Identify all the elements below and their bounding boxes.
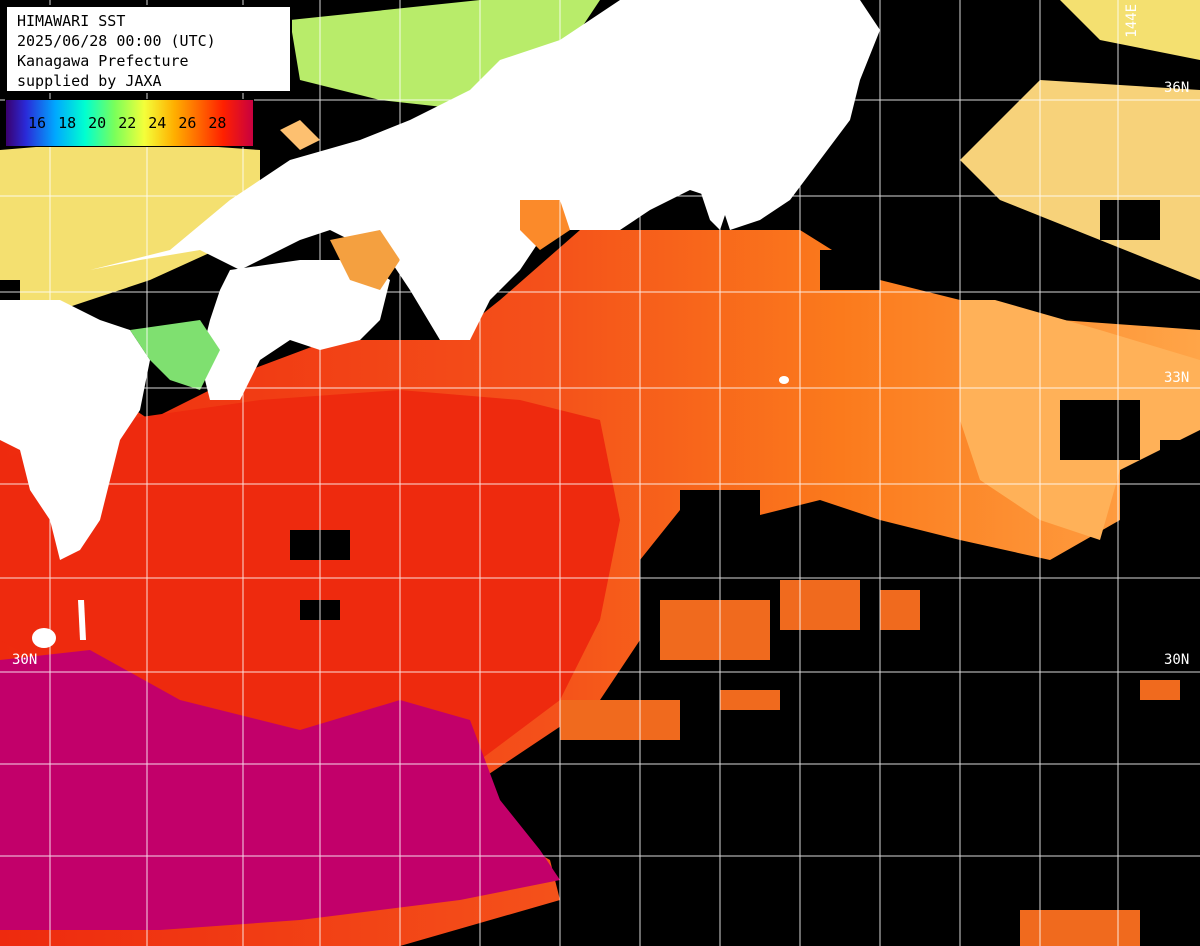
- coastal-waters: [130, 120, 570, 390]
- lon-label-144: 144E: [1124, 4, 1140, 38]
- map-title: HIMAWARI SST: [17, 12, 126, 30]
- lat-label-30-right: 30N: [1164, 652, 1190, 668]
- map-credit: supplied by JAXA: [17, 72, 162, 90]
- legend-tick: 24: [148, 114, 167, 132]
- sst-region-warm-pool: [0, 650, 560, 930]
- legend-tick: 20: [88, 114, 107, 132]
- legend-tick: 18: [58, 114, 77, 132]
- lat-label-33: 33N: [1164, 370, 1190, 386]
- info-box: HIMAWARI SST 2025/06/28 00:00 (UTC) Kana…: [5, 5, 292, 93]
- sst-region-north-coast: [290, 0, 600, 110]
- land-shikoku: [200, 260, 390, 400]
- sst-region-northwest: [0, 140, 260, 330]
- land-izu: [700, 190, 730, 230]
- lat-label-30-left: 30N: [12, 652, 38, 668]
- lat-label-36: 36N: [1164, 80, 1190, 96]
- land-kyushu: [0, 300, 150, 560]
- legend-tick: 16: [28, 114, 47, 132]
- land-small-island: [779, 376, 789, 384]
- land-tanegashima: [78, 600, 86, 640]
- legend-tick: 22: [118, 114, 137, 132]
- legend-tick: 28: [208, 114, 227, 132]
- map-organization: Kanagawa Prefecture: [17, 52, 189, 70]
- color-legend: 16 18 20 22 24 26 28: [5, 99, 254, 147]
- map-datetime: 2025/06/28 00:00 (UTC): [17, 32, 216, 50]
- land-honshu: [90, 0, 880, 340]
- sst-region-northeast-strip: [1060, 0, 1200, 60]
- land: [0, 0, 880, 648]
- land-yakushima: [32, 628, 56, 648]
- legend-tick: 26: [178, 114, 197, 132]
